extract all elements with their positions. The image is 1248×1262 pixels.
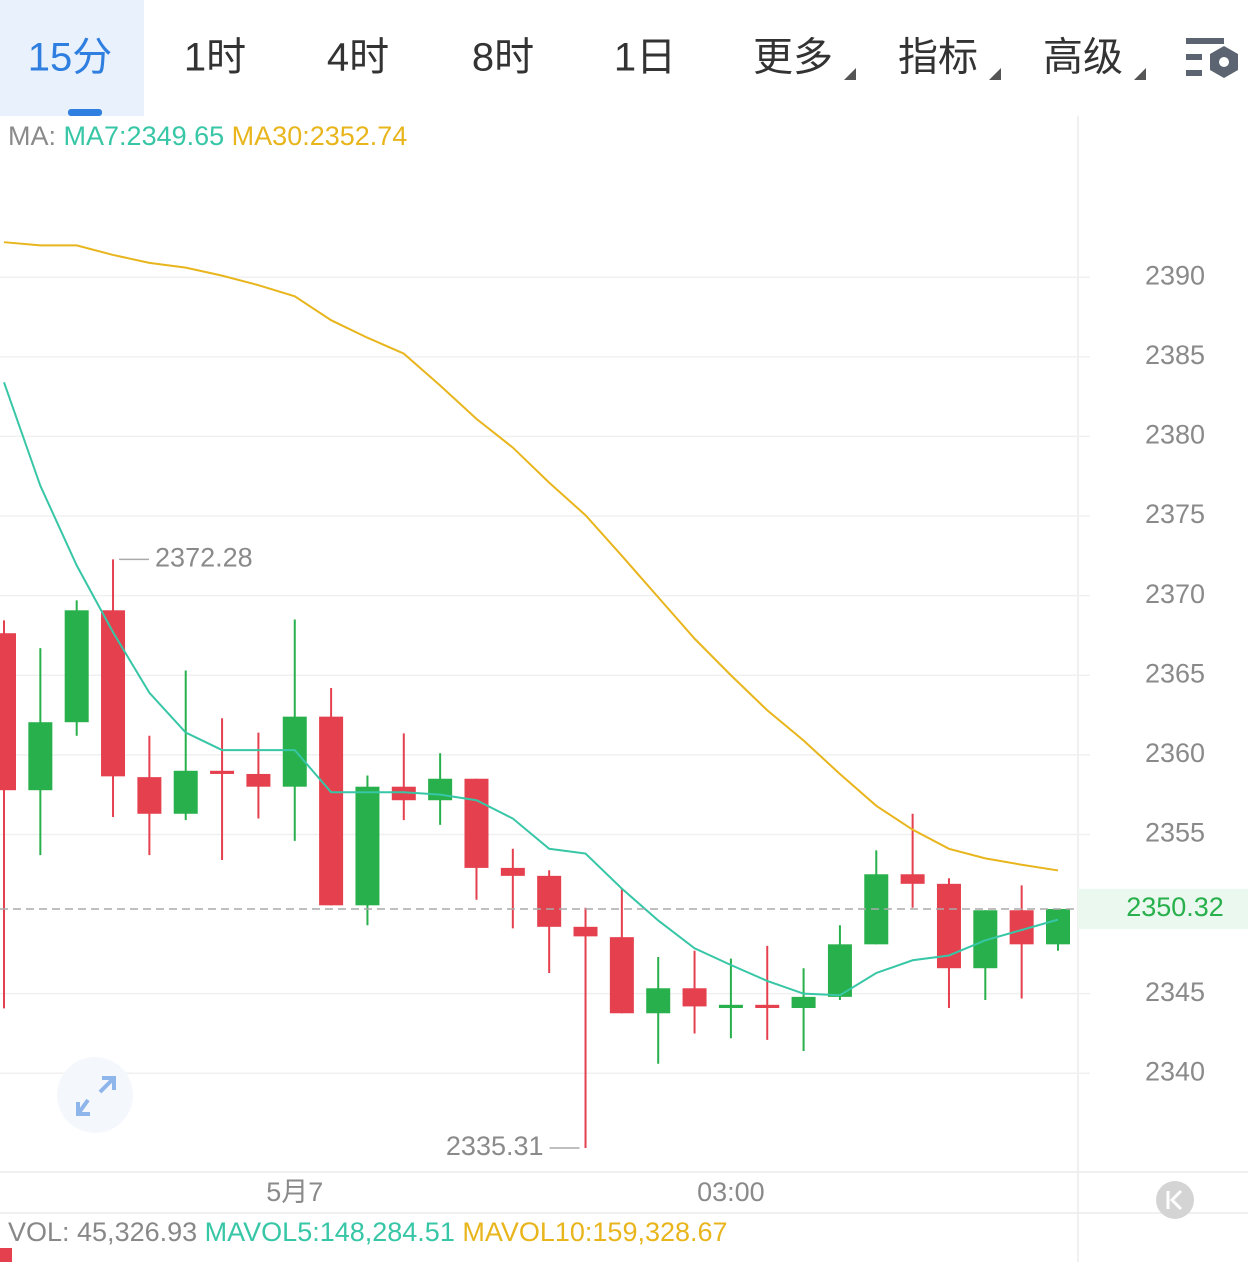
tab[interactable]: 指标 (898, 36, 978, 80)
y-tick-label: 2365 (1145, 658, 1205, 688)
candle-body (319, 716, 344, 906)
tab[interactable]: 15分 (28, 36, 113, 80)
tab[interactable]: 1日 (614, 36, 676, 80)
ma-line (3, 241, 1059, 872)
tab[interactable]: 更多 (753, 36, 833, 80)
vol-legend-entry: VOL: 45,326.93 (8, 1217, 197, 1247)
candle-body (718, 1004, 743, 1009)
dropdown-arrow (1134, 68, 1146, 80)
candle-body (973, 910, 998, 969)
candle-body (827, 944, 852, 997)
candle-body (936, 883, 961, 969)
vol-legend-entry: MAVOL5:148,284.51 (205, 1217, 455, 1247)
candle-body (1046, 908, 1070, 945)
vol-legend: VOL: 45,326.93 MAVOL5:148,284.51 MAVOL10… (8, 1217, 728, 1247)
candle-body (500, 867, 525, 876)
candle-body (391, 786, 416, 801)
tab[interactable]: 高级 (1043, 36, 1123, 80)
candle-body (64, 610, 89, 723)
legend-entry: MA7:2349.65 (64, 121, 225, 151)
active-tab-bg (0, 0, 144, 116)
candle-body (173, 770, 198, 814)
y-tick-label: 2390 (1145, 260, 1205, 290)
scroll-to-latest-button[interactable] (1156, 1181, 1194, 1219)
tab[interactable]: 4时 (327, 36, 389, 80)
candle-body (355, 786, 380, 906)
dropdown-arrow (989, 68, 1001, 80)
candle-body (464, 778, 489, 868)
candle-body (246, 773, 271, 787)
candle-body (28, 722, 53, 791)
fullscreen-button[interactable] (57, 1057, 133, 1133)
tab[interactable]: 1时 (184, 36, 246, 80)
candle-body (791, 996, 816, 1009)
plot-area (0, 241, 1070, 1148)
candle-body (900, 874, 925, 884)
candle-body (573, 926, 598, 937)
candle-body (210, 770, 235, 774)
tab[interactable]: 8时 (472, 36, 534, 80)
y-tick-label: 2385 (1145, 340, 1205, 370)
candle-body (101, 610, 126, 777)
legend-entry: MA30:2352.74 (232, 121, 408, 151)
low-label: 2335.31 (446, 1131, 544, 1161)
candle-body (755, 1004, 780, 1009)
ma-line (3, 381, 1059, 997)
candle-body (137, 777, 162, 814)
x-tick-label: 5月7 (266, 1177, 323, 1207)
y-tick-label: 2340 (1145, 1056, 1205, 1086)
last-price-label: 2350.32 (1126, 892, 1224, 922)
y-tick-label: 2370 (1145, 579, 1205, 609)
candle-body (609, 937, 634, 1014)
candle-body (537, 875, 562, 927)
settings-icon[interactable] (1186, 38, 1238, 78)
y-tick-label: 2375 (1145, 499, 1205, 529)
candle-body (682, 988, 707, 1007)
volume-bar-partial (0, 1248, 12, 1262)
tab-bar: 15分 1时 4时 8时 1日 更多 指标 高级 (28, 36, 1123, 80)
ma-label: MA: (8, 121, 56, 151)
last-price-bg (1078, 888, 1248, 929)
candle-body (646, 988, 671, 1014)
candle-body (282, 716, 307, 787)
dropdown-arrow (844, 68, 856, 80)
y-tick-label: 2380 (1145, 420, 1205, 450)
x-tick-label: 03:00 (697, 1177, 765, 1207)
ma-legend: MA: MA7:2349.65 MA30:2352.74 (8, 121, 407, 151)
active-tab-underline (68, 109, 102, 116)
grid (0, 276, 1090, 1075)
high-label: 2372.28 (155, 542, 253, 572)
candle-body (428, 778, 453, 801)
candle-body (0, 633, 16, 791)
y-tick-label: 2345 (1145, 977, 1205, 1007)
y-tick-label: 2360 (1145, 738, 1205, 768)
y-tick-label: 2355 (1145, 818, 1205, 848)
vol-legend-entry: MAVOL10:159,328.67 (462, 1217, 727, 1247)
